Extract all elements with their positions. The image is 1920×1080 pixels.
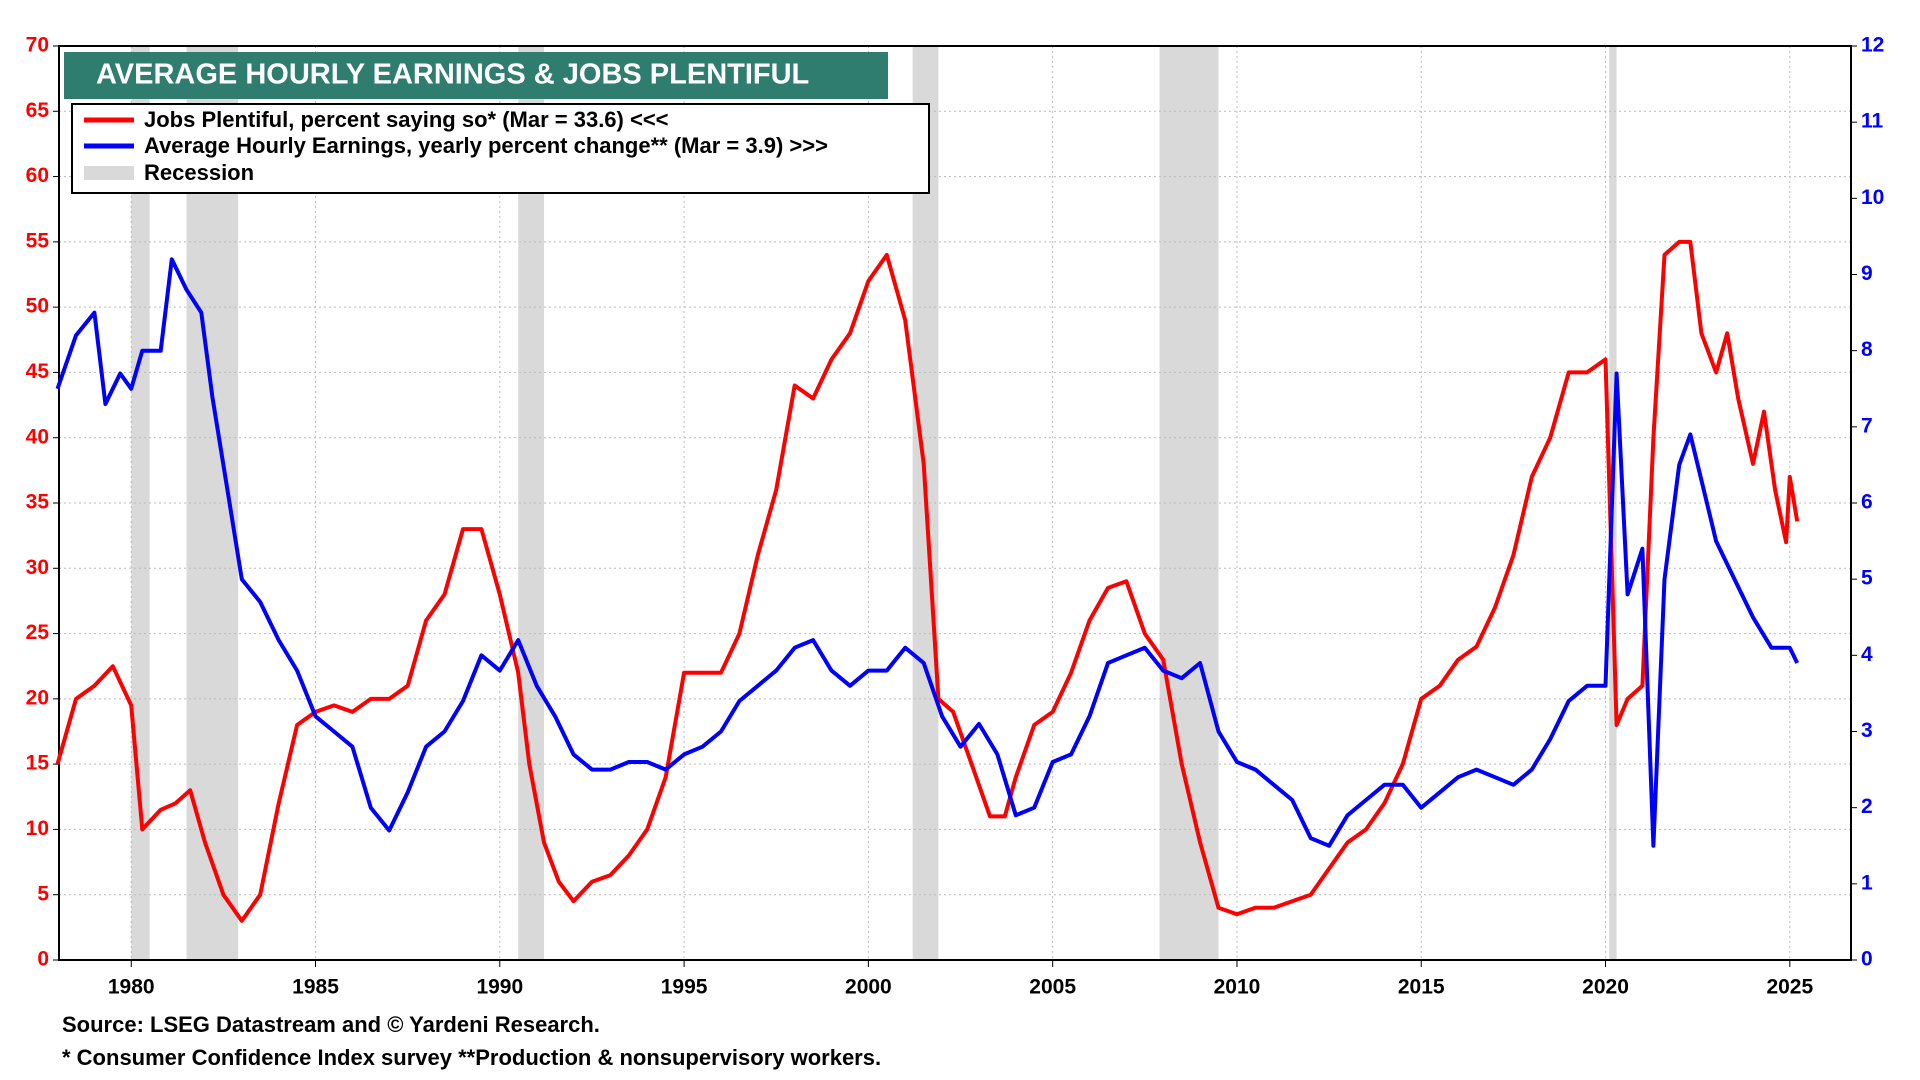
legend-label: Jobs Plentiful, percent saying so* (Mar … [144,107,669,132]
y-tick-label: 0 [37,948,49,971]
y-tick-label: 45 [26,360,50,383]
series-line [55,239,1800,923]
y2-tick-label: 3 [1861,719,1873,742]
y2-tick-label: 6 [1861,491,1873,514]
y2-tick-label: 4 [1861,643,1873,666]
y-tick-label: 25 [26,621,50,644]
x-tick-label: 2020 [1582,976,1629,999]
y-tick-label: 10 [26,817,49,840]
x-tick-label: 2015 [1398,976,1445,999]
y-tick-label: 70 [26,34,49,57]
y-tick-label: 15 [26,752,50,775]
legend-box [71,103,930,194]
y2-tick-label: 10 [1861,186,1884,209]
x-tick-label: 2025 [1766,976,1813,999]
y2-tick-label: 1 [1861,871,1873,894]
legend-swatch [84,166,134,180]
legend-label: Average Hourly Earnings, yearly percent … [144,133,828,158]
x-tick-label: 2010 [1214,976,1261,999]
x-tick-label: 2005 [1029,976,1076,999]
y2-tick-label: 7 [1861,414,1873,437]
y-tick-label: 20 [26,686,49,709]
chart-title: AVERAGE HOURLY EARNINGS & JOBS PLENTIFUL [96,59,809,91]
title-box [64,52,888,99]
plot-frame [58,45,1852,961]
y2-tick-label: 12 [1861,34,1884,57]
series-line [55,257,1800,848]
y2-tick-label: 2 [1861,795,1873,818]
y2-tick-label: 11 [1861,110,1884,133]
y2-tick-label: 8 [1861,338,1873,361]
y2-tick-label: 9 [1861,262,1873,285]
y-tick-label: 65 [26,99,50,122]
y2-tick-label: 0 [1861,948,1873,971]
x-tick-label: 1985 [292,976,339,999]
x-tick-label: 2000 [845,976,892,999]
y-tick-label: 50 [26,295,49,318]
y-tick-label: 40 [26,425,49,448]
y-tick-label: 55 [26,229,50,252]
x-tick-label: 1995 [661,976,708,999]
y2-tick-label: 5 [1861,567,1873,590]
x-tick-label: 1990 [476,976,523,999]
legend-label: Recession [144,160,254,185]
y-tick-label: 60 [26,164,49,187]
y-tick-label: 5 [37,882,49,905]
y-tick-label: 30 [26,556,49,579]
x-tick-label: 1980 [108,976,155,999]
y-tick-label: 35 [26,491,50,514]
source: Source: LSEG Datastream and © Yardeni Re… [62,1012,600,1037]
footnote: * Consumer Confidence Index survey **Pro… [62,1045,881,1070]
